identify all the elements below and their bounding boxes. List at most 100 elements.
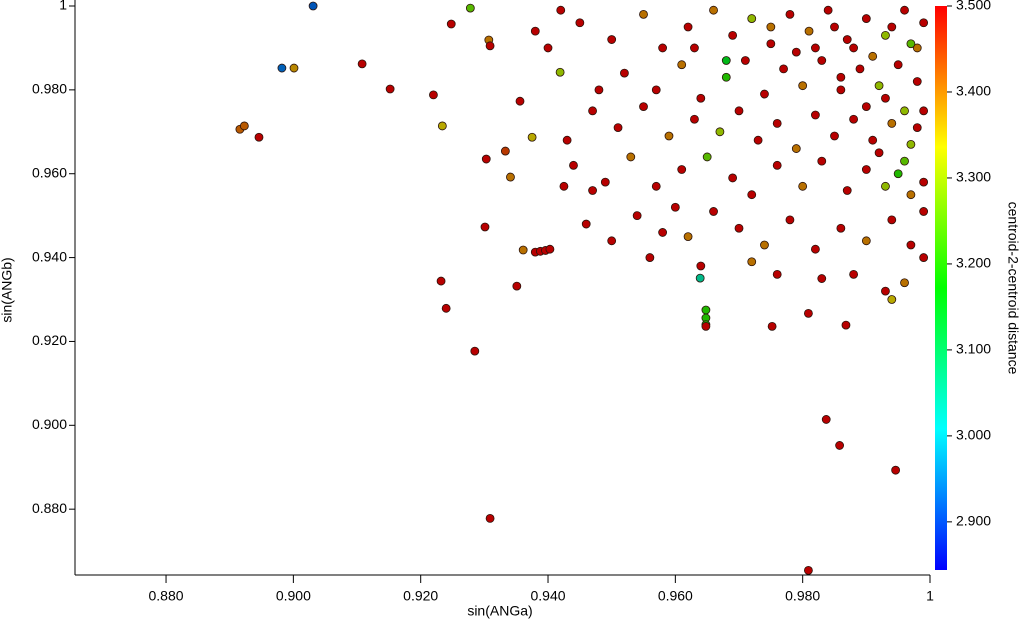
point — [715, 127, 725, 137]
point — [518, 245, 528, 255]
point — [772, 119, 782, 128]
point — [429, 90, 438, 100]
point — [512, 281, 522, 291]
point — [607, 35, 617, 44]
x-axis-label: sin(ANGa) — [467, 603, 532, 619]
colorbar-tick-label: 3.400 — [956, 83, 991, 99]
colorbar — [935, 6, 947, 570]
y-tick-label: 0.940 — [32, 248, 67, 264]
point — [817, 274, 827, 283]
point — [811, 110, 820, 120]
point — [849, 114, 859, 124]
point — [766, 22, 776, 32]
point — [651, 85, 661, 95]
point — [760, 240, 769, 250]
point — [881, 181, 890, 191]
point — [804, 308, 813, 318]
colorbar-tick-label: 3.300 — [956, 169, 991, 185]
point — [798, 81, 808, 91]
point — [906, 190, 916, 200]
point — [785, 9, 795, 19]
point — [919, 207, 929, 216]
colorbar-tick-label: 3.500 — [956, 0, 991, 13]
point — [817, 56, 827, 65]
point — [695, 273, 705, 283]
point — [639, 102, 648, 112]
point — [891, 465, 901, 475]
point — [613, 123, 623, 132]
point — [881, 30, 890, 40]
point — [683, 232, 693, 242]
point — [701, 305, 711, 315]
point — [677, 60, 687, 70]
point — [600, 177, 610, 187]
point — [485, 513, 495, 523]
point — [823, 5, 833, 15]
point — [620, 68, 629, 78]
point — [696, 261, 706, 271]
point — [709, 207, 718, 216]
point — [893, 169, 903, 179]
point — [874, 148, 884, 158]
point — [900, 106, 909, 116]
point — [740, 56, 750, 65]
point — [277, 63, 287, 73]
point — [481, 154, 491, 164]
point — [836, 223, 846, 233]
x-tick-label: 0.880 — [149, 588, 184, 604]
point — [470, 346, 480, 356]
point — [919, 106, 929, 116]
point — [559, 181, 569, 191]
colorbar-label: centroid-2-centroid distance — [1005, 202, 1021, 375]
point — [811, 244, 820, 254]
point — [900, 156, 909, 166]
x-tick-label: 0.960 — [658, 588, 693, 604]
point — [702, 152, 712, 162]
point — [836, 85, 846, 95]
point — [874, 81, 884, 91]
point — [798, 181, 808, 191]
point — [581, 219, 591, 229]
point — [804, 565, 813, 575]
point — [861, 14, 871, 23]
colorbar-tick-label: 3.200 — [956, 255, 991, 271]
colorbar-tick-label: 3.100 — [956, 341, 991, 357]
point — [701, 321, 711, 331]
y-tick-label: 0.880 — [32, 500, 67, 516]
colorbar-tick-label: 3.000 — [956, 427, 991, 443]
point — [842, 35, 852, 44]
point — [919, 253, 929, 262]
point — [821, 415, 831, 424]
x-tick-label: 1 — [926, 588, 934, 604]
point — [728, 30, 738, 40]
point — [868, 51, 878, 61]
point — [670, 202, 680, 212]
point — [677, 165, 687, 174]
point — [556, 5, 566, 15]
point — [465, 3, 475, 13]
point — [527, 132, 537, 142]
y-tick-label: 0.960 — [32, 164, 67, 180]
point — [506, 172, 515, 182]
point — [575, 18, 585, 28]
point — [747, 190, 757, 200]
point — [658, 43, 668, 53]
point — [912, 123, 922, 132]
point — [906, 139, 916, 149]
point — [855, 64, 865, 74]
point — [849, 269, 859, 279]
point — [734, 106, 744, 116]
point — [830, 131, 839, 141]
point — [658, 228, 668, 237]
point — [817, 156, 827, 166]
point — [569, 160, 578, 170]
point — [357, 59, 367, 69]
point — [683, 22, 693, 32]
point — [664, 131, 674, 141]
point — [887, 119, 897, 128]
point — [651, 181, 661, 191]
point — [289, 63, 299, 73]
point — [588, 106, 597, 116]
point — [639, 9, 648, 19]
point — [791, 47, 801, 57]
